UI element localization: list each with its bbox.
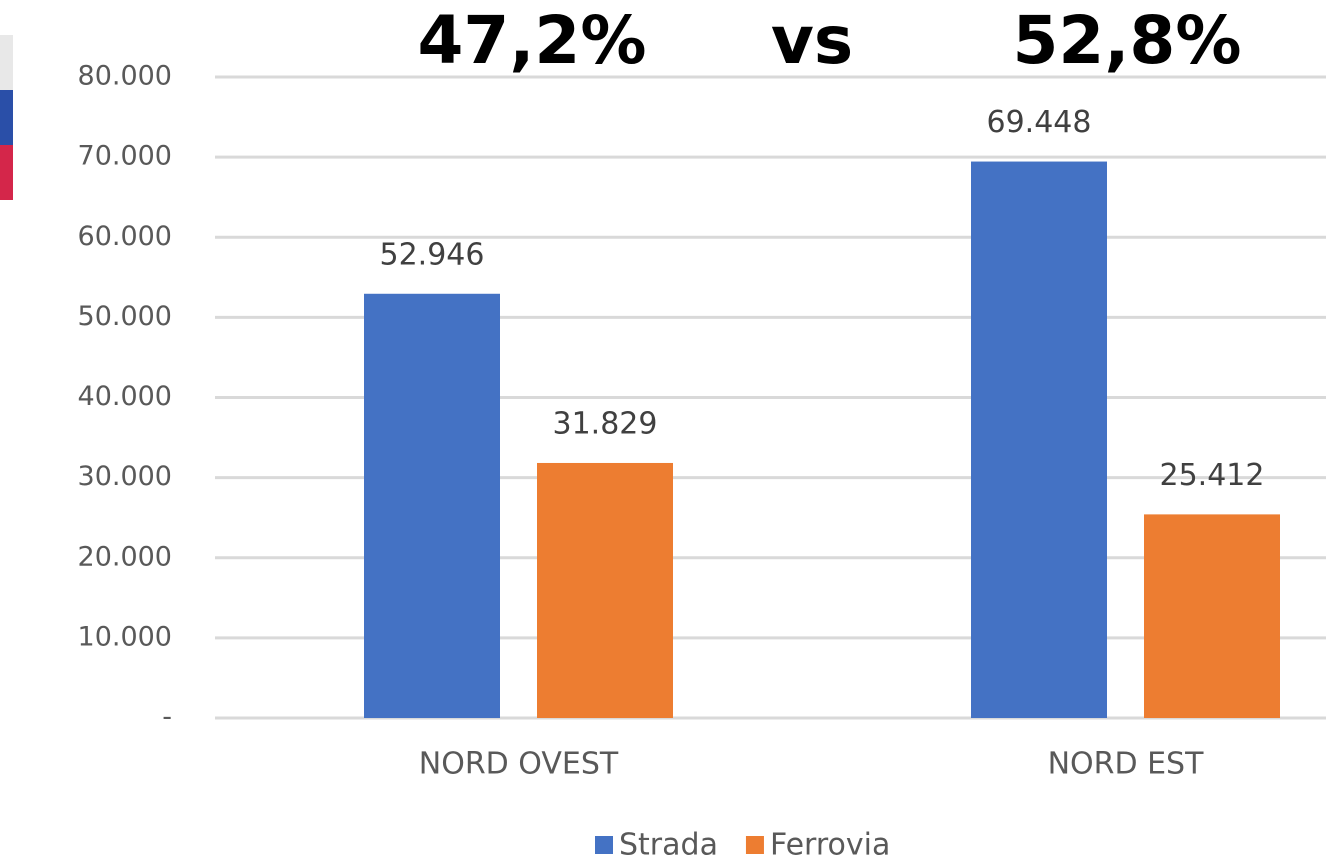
data-label: 31.829 (553, 406, 658, 441)
y-tick-label: - (162, 702, 172, 733)
y-tick-label: 30.000 (78, 461, 172, 492)
y-tick-label: 80.000 (78, 61, 172, 92)
legend-label: Strada (619, 828, 718, 863)
annotation: vs (771, 2, 853, 79)
bar (1144, 514, 1280, 718)
legend-swatch (595, 836, 613, 854)
annotation: 52,8% (1013, 2, 1242, 79)
annotation: 47,2% (418, 2, 647, 79)
legend-label: Ferrovia (770, 828, 890, 863)
y-tick-label: 20.000 (78, 541, 172, 572)
data-label: 52.946 (380, 237, 485, 272)
y-tick-label: 60.000 (78, 221, 172, 252)
y-tick-label: 10.000 (78, 621, 172, 652)
data-label: 69.448 (987, 105, 1092, 140)
y-tick-label: 50.000 (78, 301, 172, 332)
bar (971, 161, 1107, 718)
x-tick-label: NORD OVEST (419, 747, 619, 782)
y-tick-label: 40.000 (78, 381, 172, 412)
flag-icon (0, 35, 13, 200)
data-label: 25.412 (1160, 458, 1265, 493)
legend-swatch (745, 836, 764, 854)
y-tick-label: 70.000 (78, 141, 172, 172)
x-tick-label: NORD EST (1048, 747, 1205, 782)
bar (364, 293, 500, 718)
bar (537, 462, 673, 718)
